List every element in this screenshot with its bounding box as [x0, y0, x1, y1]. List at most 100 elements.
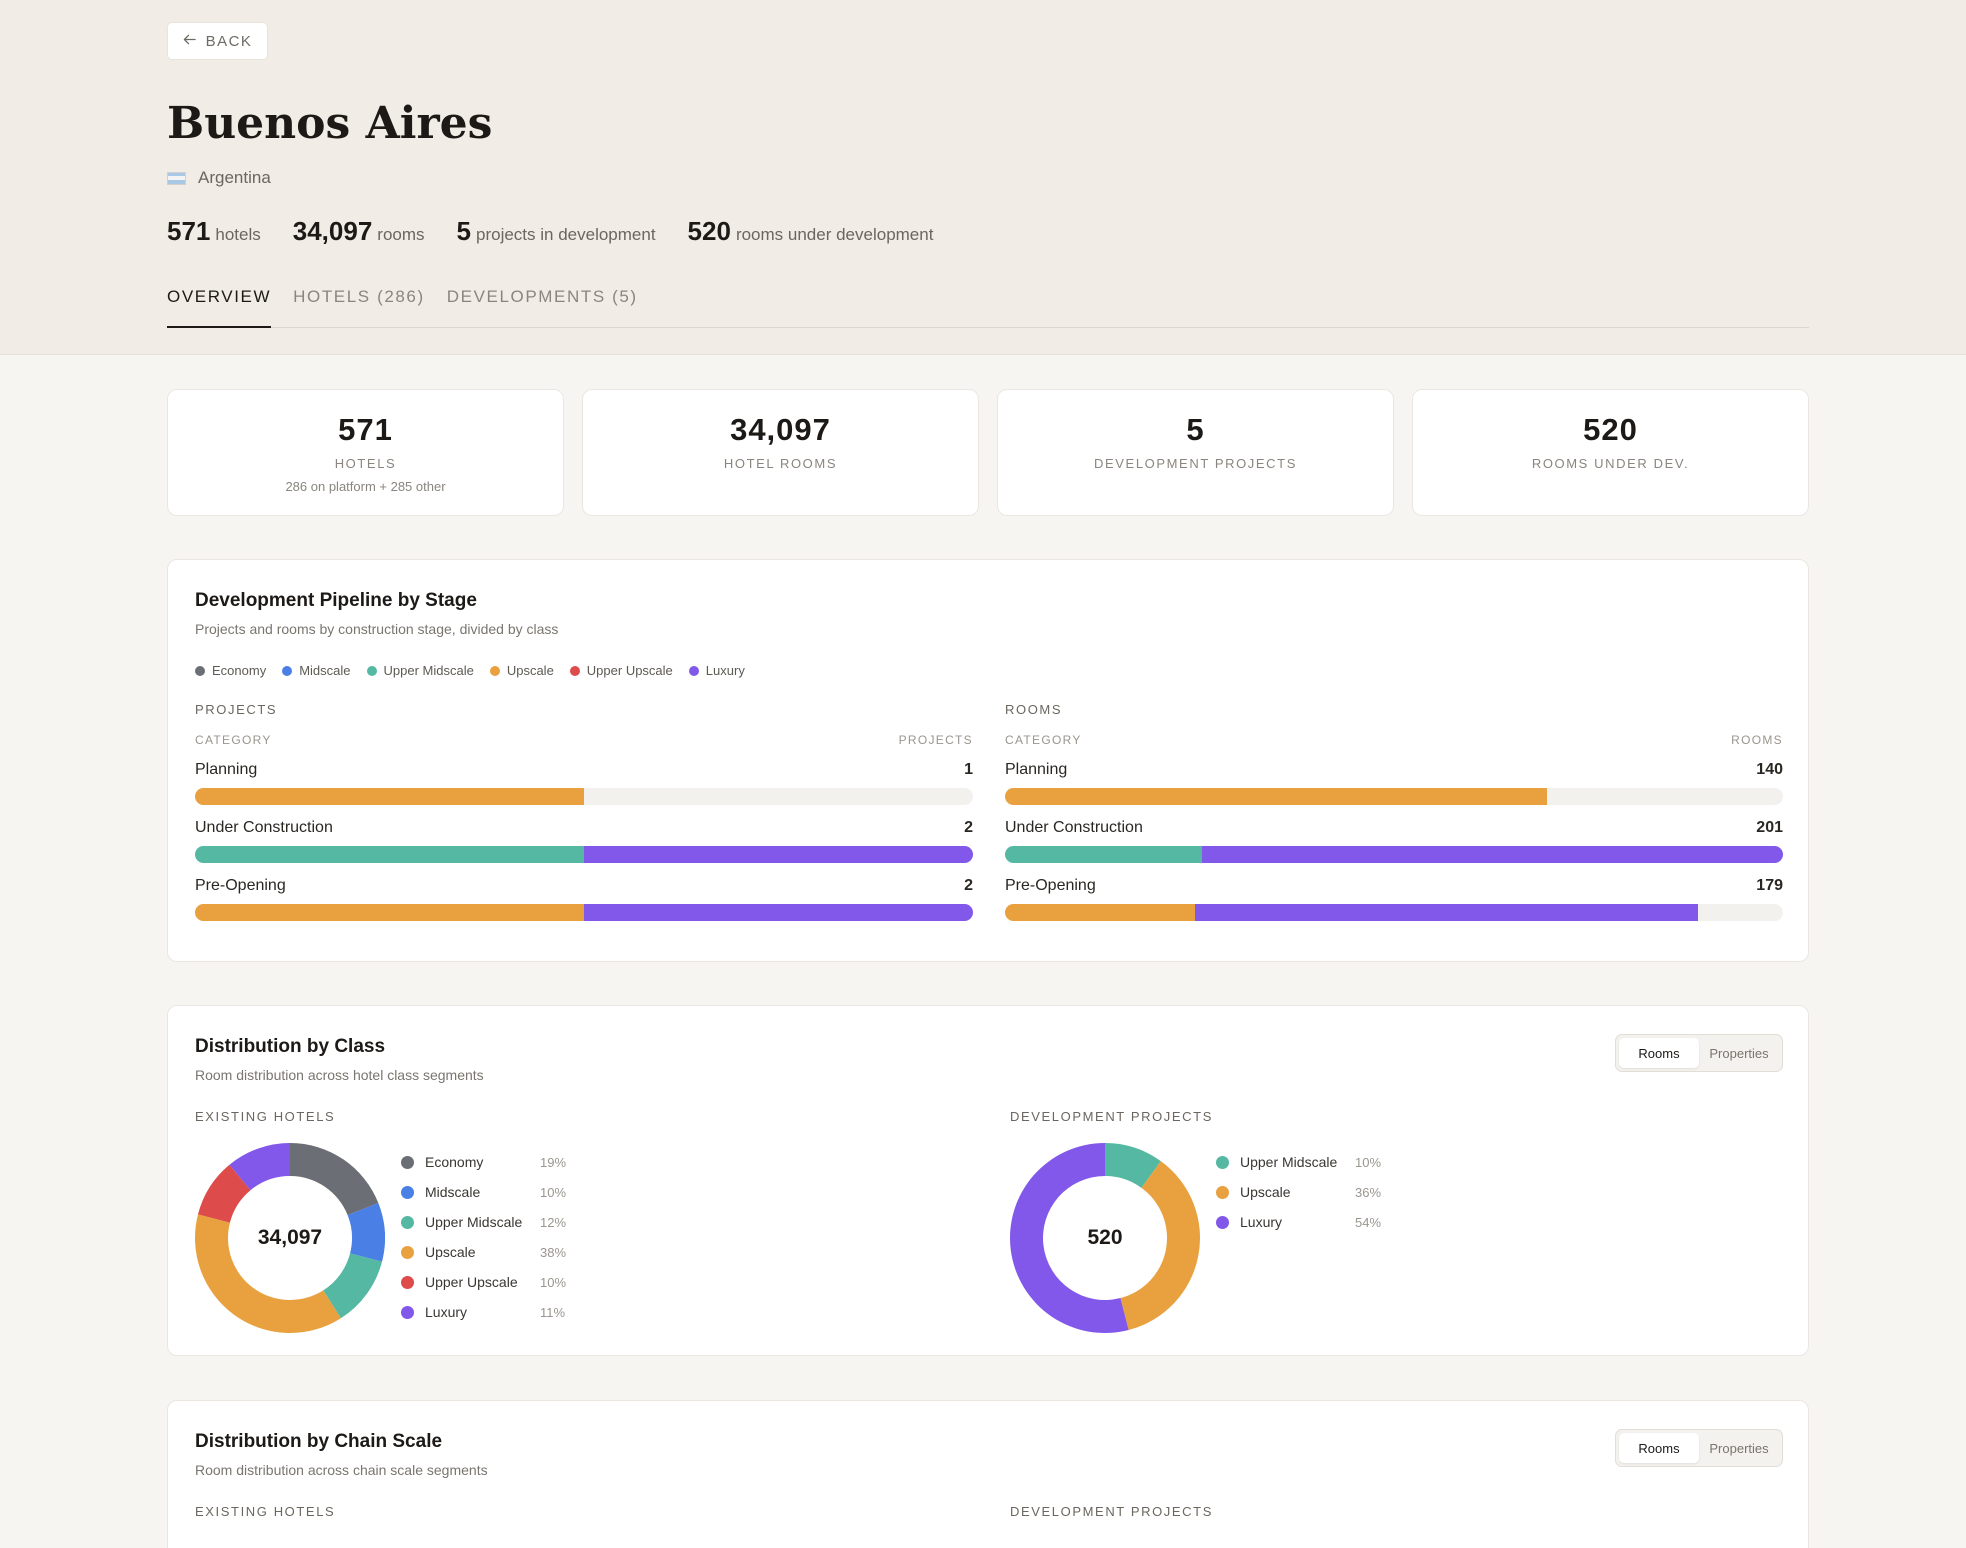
kpi-label: HOTELS	[334, 456, 397, 471]
legend-upper-midscale: Upper Midscale	[366, 663, 474, 678]
class-distribution-card: Distribution by Class Room distribution …	[167, 1005, 1809, 1356]
rooms-panel: ROOMS CATEGORY ROOMS Planning 140 Under C…	[1005, 702, 1783, 921]
donut-slice-upper-midscale[interactable]	[323, 1253, 383, 1319]
bar-segment-upscale	[1005, 904, 1195, 921]
development-chain-donut-partial	[1010, 1538, 1200, 1548]
donut-slice-midscale[interactable]	[347, 1203, 385, 1262]
stacked-bar	[1005, 788, 1783, 805]
legend-item: Upper Upscale 10%	[401, 1267, 566, 1297]
toggle-properties[interactable]: Properties	[1709, 1440, 1769, 1456]
country-name: Argentina	[198, 168, 271, 187]
pipeline-card: Development Pipeline by Stage Projects a…	[167, 559, 1809, 962]
stacked-bar	[1005, 904, 1783, 921]
back-label: BACK	[205, 32, 253, 50]
legend-item: Upscale 38%	[401, 1237, 566, 1267]
kpi-hotel-rooms: 34,097 HOTEL ROOMS	[582, 389, 979, 516]
legend-item: Luxury 54%	[1216, 1207, 1381, 1237]
development-donut-total: 520	[1087, 1226, 1123, 1249]
toggle-rooms[interactable]: Rooms	[1619, 1038, 1699, 1068]
upper-upscale-dot-icon	[401, 1275, 414, 1289]
donut-slice-economy[interactable]	[290, 1143, 379, 1216]
kpi-rooms-under-dev: 520 ROOMS UNDER DEV.	[1412, 389, 1809, 516]
kpi-sub: 286 on platform + 285 other	[285, 479, 446, 494]
stacked-bar	[195, 904, 973, 921]
donut-slice-upscale[interactable]	[195, 1214, 341, 1333]
legend-item: Economy 19%	[401, 1147, 566, 1177]
tab-developments[interactable]: DEVELOPMENTS (5)	[446, 287, 638, 306]
bar-row: Planning 1	[195, 761, 973, 805]
rooms-heading: ROOMS	[1005, 702, 1063, 717]
kpi-label: HOTEL ROOMS	[723, 456, 838, 471]
existing-chain-donut-partial	[290, 1547, 291, 1548]
toggle-rooms[interactable]: Rooms	[1619, 1433, 1699, 1463]
legend-midscale: Midscale	[282, 663, 351, 678]
bar-row: Planning 140	[1005, 761, 1783, 805]
chain-dist-subtitle: Room distribution across chain scale seg…	[195, 1462, 488, 1478]
legend-upscale: Upscale	[489, 663, 554, 678]
luxury-dot-icon	[401, 1305, 414, 1319]
upper-midscale-dot-icon	[366, 665, 377, 676]
bar-segment-upper-midscale	[1005, 846, 1203, 863]
stat-rooms-dev: 520 rooms under development	[687, 216, 934, 246]
upper-midscale-dot-icon	[401, 1215, 414, 1229]
bar-value: 2	[964, 877, 973, 894]
country-line: Argentina	[167, 168, 271, 188]
bar-label: Under Construction	[1005, 819, 1143, 836]
midscale-dot-icon	[401, 1185, 414, 1199]
chain-dist-title: Distribution by Chain Scale	[195, 1431, 443, 1452]
bar-segment-upscale	[195, 788, 584, 805]
kpi-label: ROOMS UNDER DEV.	[1531, 456, 1690, 471]
tab-hotels[interactable]: HOTELS (286)	[293, 287, 425, 306]
bar-label: Pre-Opening	[1005, 877, 1096, 894]
kpi-label: DEVELOPMENT PROJECTS	[1094, 456, 1297, 471]
development-projects-heading: DEVELOPMENT PROJECTS	[1010, 1109, 1213, 1124]
class-dist-toggle: Rooms Properties	[1615, 1034, 1783, 1072]
stacked-bar	[195, 846, 973, 863]
bar-segment-upper-midscale	[195, 846, 584, 863]
projects-column-headers: CATEGORY PROJECTS	[195, 733, 973, 747]
donut-slice-upper-midscale[interactable]	[1105, 1143, 1161, 1188]
bar-row: Under Construction 201	[1005, 819, 1783, 863]
bar-segment-upscale	[195, 904, 584, 921]
pipeline-title: Development Pipeline by Stage	[195, 590, 477, 611]
legend-item: Midscale 10%	[401, 1177, 566, 1207]
upscale-dot-icon	[1216, 1185, 1229, 1199]
kpi-value: 520	[1583, 412, 1638, 447]
class-dist-title: Distribution by Class	[195, 1036, 386, 1057]
page-header: BACK Buenos Aires Argentina 571 hotels 34…	[0, 0, 1966, 355]
donut-slice-luxury[interactable]	[1010, 1143, 1129, 1333]
development-projects-heading: DEVELOPMENT PROJECTS	[1010, 1504, 1213, 1519]
pipeline-subtitle: Projects and rooms by construction stage…	[195, 621, 559, 637]
chain-dist-toggle: Rooms Properties	[1615, 1429, 1783, 1467]
legend-luxury: Luxury	[688, 663, 745, 678]
rooms-column-headers: CATEGORY ROOMS	[1005, 733, 1783, 747]
bar-row: Under Construction 2	[195, 819, 973, 863]
legend-economy: Economy	[195, 663, 266, 678]
tab-overview[interactable]: OVERVIEW	[167, 284, 272, 328]
stacked-bar	[195, 788, 973, 805]
existing-donut	[195, 1143, 385, 1333]
bar-value: 2	[964, 819, 973, 836]
kpi-value: 5	[1186, 412, 1205, 447]
luxury-dot-icon	[1216, 1215, 1229, 1229]
upscale-dot-icon	[489, 665, 500, 676]
kpi-hotels: 571 HOTELS 286 on platform + 285 other	[167, 389, 564, 516]
pipeline-legend: Economy Midscale Upper Midscale Upscale …	[195, 663, 745, 678]
donut-slice-luxury[interactable]	[229, 1143, 290, 1191]
donut-slice-upper-upscale[interactable]	[197, 1164, 251, 1223]
bar-row: Pre-Opening 179	[1005, 877, 1783, 921]
existing-legend: Economy 19% Midscale 10% Upper Midscale 12%…	[401, 1147, 566, 1327]
bar-value: 140	[1756, 761, 1783, 778]
bar-value: 201	[1756, 819, 1783, 836]
existing-hotels-heading: EXISTING HOTELS	[195, 1504, 336, 1519]
donut-slice-upscale[interactable]	[1120, 1161, 1200, 1331]
bar-label: Under Construction	[195, 819, 333, 836]
kpi-value: 34,097	[730, 412, 831, 447]
back-button[interactable]: BACK	[167, 22, 268, 60]
existing-hotels-heading: EXISTING HOTELS	[195, 1109, 336, 1124]
stat-projects: 5 projects in development	[456, 216, 656, 246]
bar-row: Pre-Opening 2	[195, 877, 973, 921]
toggle-properties[interactable]: Properties	[1709, 1045, 1769, 1061]
kpi-value: 571	[338, 412, 393, 447]
bar-segment-luxury	[1202, 846, 1783, 863]
